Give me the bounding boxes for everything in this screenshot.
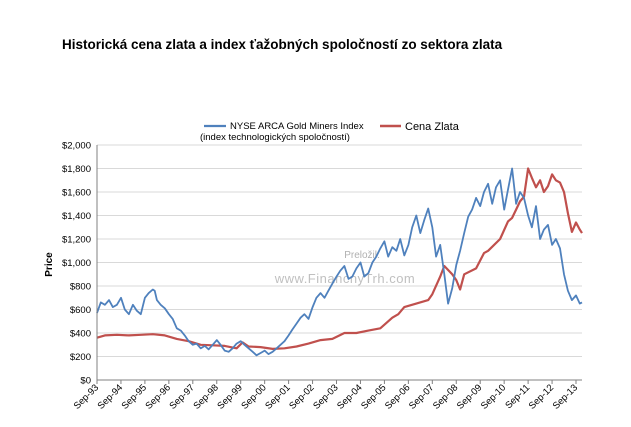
y-tick-label: $800: [70, 282, 91, 293]
x-tick-label: Sep-11: [503, 382, 532, 411]
y-tick-label: $400: [70, 329, 91, 340]
y-tick-label: $1,600: [62, 188, 91, 199]
y-tick-label: $2,000: [62, 141, 91, 152]
legend-label-miners-index: NYSE ARCA Gold Miners Index: [230, 121, 364, 132]
x-tick-label: Sep-08: [431, 382, 460, 411]
x-tick-label: Sep-01: [263, 382, 292, 411]
x-tick-label: Sep-13: [551, 382, 580, 411]
y-tick-label: $1,400: [62, 211, 91, 222]
y-tick-label: $1,000: [62, 258, 91, 269]
legend: NYSE ARCA Gold Miners Index(index techno…: [200, 121, 460, 143]
x-tick-label: Sep-07: [407, 382, 436, 411]
x-tick-label: Sep-95: [120, 382, 149, 411]
series-line-gold-price: [96, 167, 583, 350]
y-tick-label: $1,800: [62, 164, 91, 175]
x-tick-label: Sep-94: [96, 382, 125, 411]
x-tick-label: Sep-93: [72, 382, 101, 411]
x-tick-label: Sep-06: [383, 382, 412, 411]
legend-label-gold-price: Cena Zlata: [405, 121, 460, 133]
watermark-line2: www.FinancnyTrh.com: [274, 271, 416, 286]
series-lines: [96, 167, 583, 357]
x-tick-label: Sep-05: [359, 382, 388, 411]
chart-title: Historická cena zlata a index ťažobných …: [62, 37, 503, 52]
y-tick-label: $200: [70, 352, 91, 363]
x-tick-label: Sep-12: [527, 382, 556, 411]
legend-label-miners-index-note: (index technologických spoločností): [200, 132, 350, 143]
watermark: Preložil: www.FinancnyTrh.com: [274, 250, 416, 286]
x-tick-label: Sep-97: [167, 382, 196, 411]
watermark-line1: Preložil:: [344, 250, 380, 261]
x-tick-label: Sep-00: [239, 382, 268, 411]
grid-lines: [97, 144, 582, 357]
x-tick-label: Sep-98: [191, 382, 220, 411]
y-tick-label: $1,200: [62, 235, 91, 246]
x-tick-label: Sep-09: [455, 382, 484, 411]
x-tick-label: Sep-10: [479, 382, 508, 411]
x-tick-label: Sep-02: [287, 382, 316, 411]
y-tick-label: $0: [80, 376, 91, 387]
y-axis-title: Price: [44, 252, 55, 277]
x-tick-label: Sep-96: [144, 382, 173, 411]
x-tick-label: Sep-03: [311, 382, 340, 411]
x-tick-label: Sep-04: [335, 382, 364, 411]
x-tick-label: Sep-99: [215, 382, 244, 411]
series-line-miners-index: [96, 167, 583, 357]
y-tick-label: $600: [70, 305, 91, 316]
